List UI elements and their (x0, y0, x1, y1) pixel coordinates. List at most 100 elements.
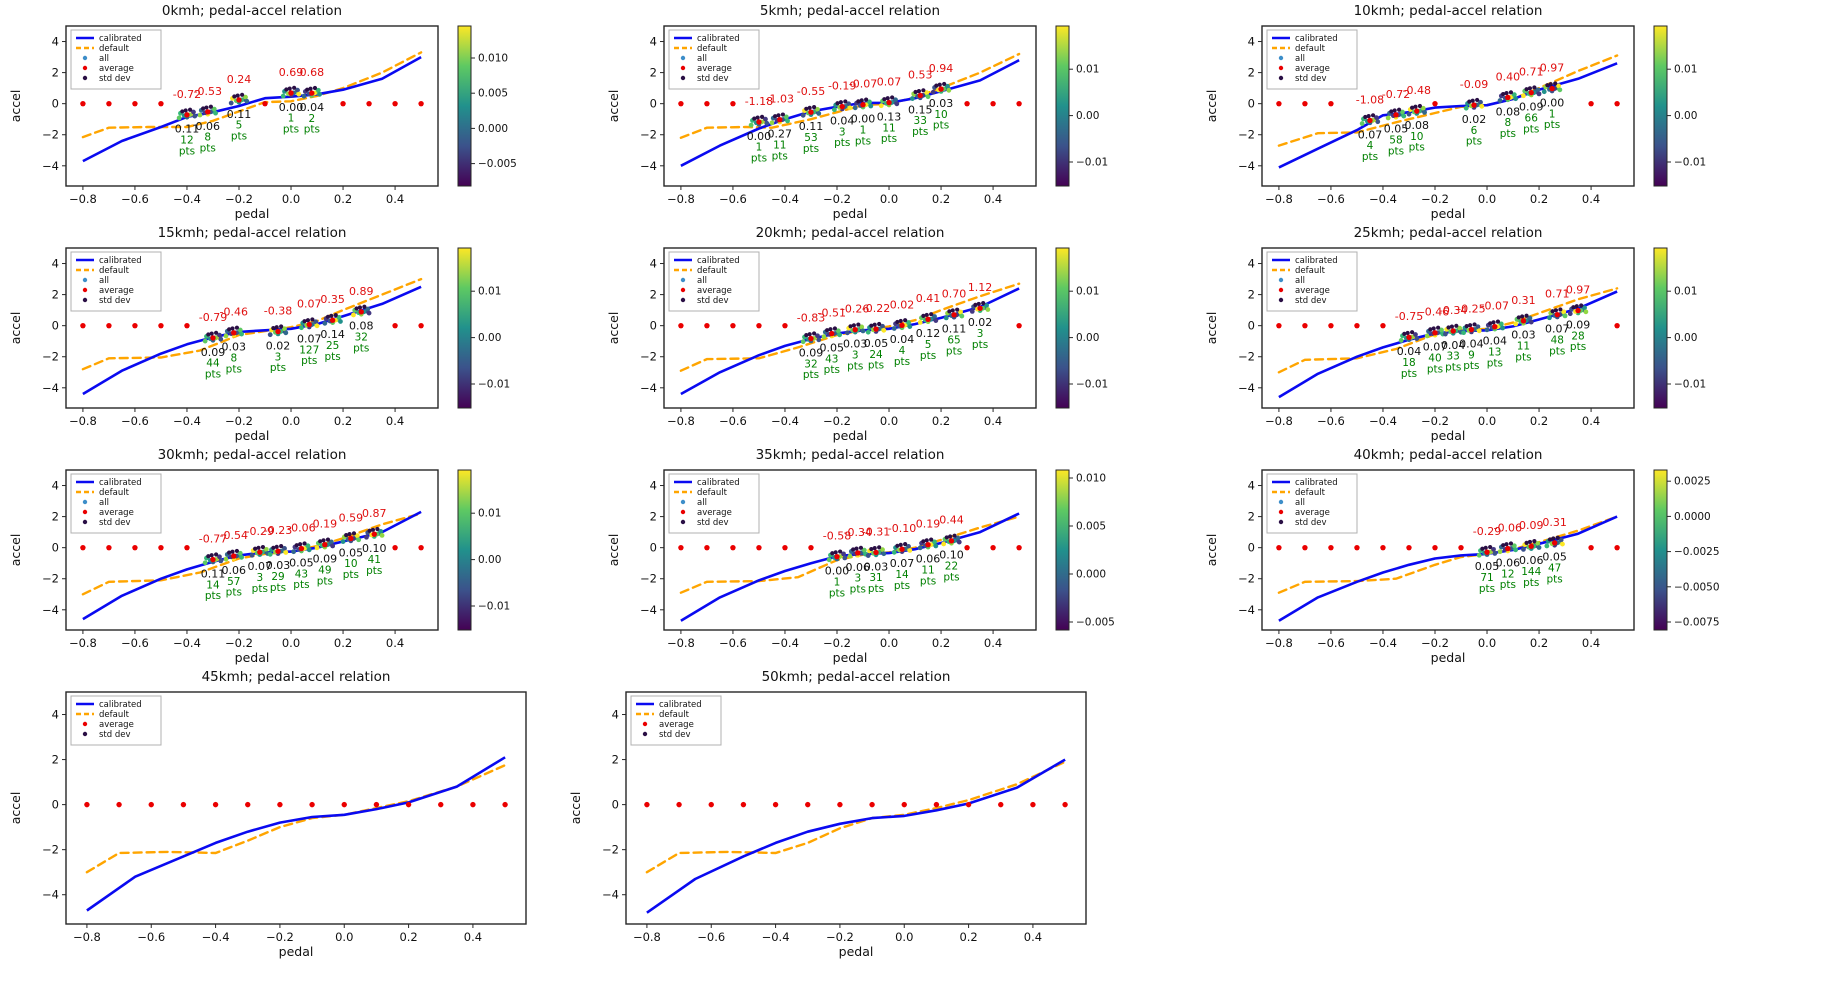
avg-annotation: -0.38 (264, 304, 292, 317)
y-axis-label: accel (8, 534, 23, 567)
average-dot (977, 305, 983, 311)
average-dot (392, 322, 398, 329)
average-dot (1551, 540, 1558, 546)
y-axis-label: accel (8, 792, 23, 825)
legend-label: default (99, 488, 130, 498)
std-dev-dot (752, 116, 757, 121)
x-tick-label: −0.4 (173, 414, 201, 428)
avg-annotation: 0.71 (1519, 66, 1544, 79)
average-dot (106, 322, 112, 329)
legend-label: average (99, 64, 134, 74)
calibrated-curve (82, 55, 422, 163)
all-scatter-dot (969, 308, 975, 314)
all-scatter-dot (280, 93, 286, 99)
std-dev-dot (877, 321, 882, 327)
legend-marker-dot (1278, 277, 1284, 283)
avg-annotation: -0.06 (287, 522, 315, 535)
y-tick-label: 0 (1248, 541, 1255, 555)
avg-annotation: -0.58 (823, 530, 851, 543)
pts-count-annotation: 11 (773, 139, 786, 151)
std-dev-dot (1410, 330, 1415, 335)
average-dot (322, 542, 328, 548)
colorbar-tick-label: 0.00 (478, 554, 501, 566)
average-dot (80, 544, 86, 551)
pts-label-annotation: pts (855, 135, 871, 147)
colorbar-tick-label: 0.00 (1076, 110, 1099, 122)
x-tick-label: −0.2 (266, 930, 294, 944)
all-scatter-dot (826, 557, 832, 563)
y-tick-label: −4 (640, 381, 657, 395)
x-tick-label: 0.4 (386, 414, 404, 428)
x-tick-label: −0.4 (173, 192, 201, 206)
avg-annotation: 0.97 (1566, 284, 1591, 297)
legend-label: all (99, 498, 109, 508)
calibrated-curve (646, 758, 1066, 914)
average-dot (205, 109, 211, 115)
legend-label: calibrated (99, 700, 142, 710)
average-dot (1614, 100, 1620, 107)
average-dot (829, 330, 835, 337)
legend-marker-dot (82, 509, 88, 515)
all-scatter-dot (1400, 109, 1405, 115)
subplot-0kmh: 0kmh; pedal-accel relation −0.8 −0.6 −0.4−… (6, 0, 604, 222)
x-tick-label: −0.8 (1265, 192, 1293, 206)
all-scatter-dot (958, 309, 963, 315)
std-dev-dot (833, 550, 838, 555)
all-scatter-dot (945, 83, 950, 89)
legend-marker-dot (680, 287, 686, 293)
x-tick-label: −0.6 (121, 636, 149, 650)
std-dev-dot (851, 547, 856, 552)
pts-label-annotation: pts (1466, 136, 1482, 148)
average-dot (772, 801, 779, 808)
subplot-title: 25kmh; pedal-accel relation (1353, 225, 1543, 241)
all-scatter-dot (1583, 309, 1589, 315)
all-scatter-dot (217, 554, 222, 560)
pts-label-annotation: pts (283, 124, 299, 136)
std-dev-dot (924, 312, 929, 318)
subplot-40kmh: 40kmh; pedal-accel relation −0.8 −0.6 −0.4… (1202, 444, 1800, 666)
average-dot (933, 801, 940, 808)
std-dev-dot (903, 318, 908, 323)
legend-label: calibrated (99, 34, 142, 44)
y-tick-label: 2 (1248, 510, 1255, 524)
x-tick-label: 0.2 (1530, 192, 1548, 206)
pts-label-annotation: pts (1500, 579, 1516, 591)
std-dev-dot (1520, 314, 1525, 319)
all-scatter-dot (956, 539, 962, 545)
std-dev-dot (206, 554, 211, 559)
legend-label: all (697, 498, 707, 508)
std-annotation: 0.11 (799, 120, 824, 133)
legend-label: std dev (697, 296, 729, 306)
all-scatter-dot (933, 318, 939, 323)
colorbar-tick-label: 0.00 (1674, 332, 1697, 344)
x-tick-label: −0.6 (1317, 414, 1345, 428)
all-scatter-dot (365, 306, 371, 312)
std-dev-dot (325, 314, 331, 319)
plot-area-15kmh: −0.8 −0.6 −0.4 −0.2 0.0 0.2 0.4 4 2 0 −2 −4 pedal acc… (8, 247, 510, 443)
all-scatter-dot (1484, 327, 1490, 333)
std-annotation: 0.04 (890, 333, 915, 346)
all-scatter-dot (769, 120, 775, 126)
legend-label: all (1295, 54, 1305, 64)
calibrated-curve (1278, 515, 1618, 622)
average-dot (184, 112, 190, 118)
std-dev-dot (1524, 87, 1529, 92)
legend-marker-dot (680, 65, 686, 71)
std-annotation: 0.05 (1384, 123, 1409, 136)
y-tick-label: 2 (52, 66, 59, 80)
all-scatter-dot (213, 110, 218, 116)
colorbar-tick-label: 0.01 (478, 508, 501, 520)
y-tick-label: −4 (1238, 159, 1255, 173)
all-scatter-dot (301, 93, 307, 99)
average-dot (852, 327, 858, 333)
colorbar-tick-label: 0.010 (1076, 473, 1106, 485)
pts-count-annotation: 2 (308, 113, 315, 125)
pts-label-annotation: pts (226, 587, 242, 599)
all-scatter-dot (283, 550, 289, 555)
std-annotation: 0.13 (877, 110, 902, 123)
average-dot (132, 544, 138, 551)
default-curve (81, 512, 423, 596)
pts-label-annotation: pts (1362, 151, 1378, 163)
legend-marker-dot (1278, 519, 1284, 525)
std-dev-dot (948, 534, 953, 539)
